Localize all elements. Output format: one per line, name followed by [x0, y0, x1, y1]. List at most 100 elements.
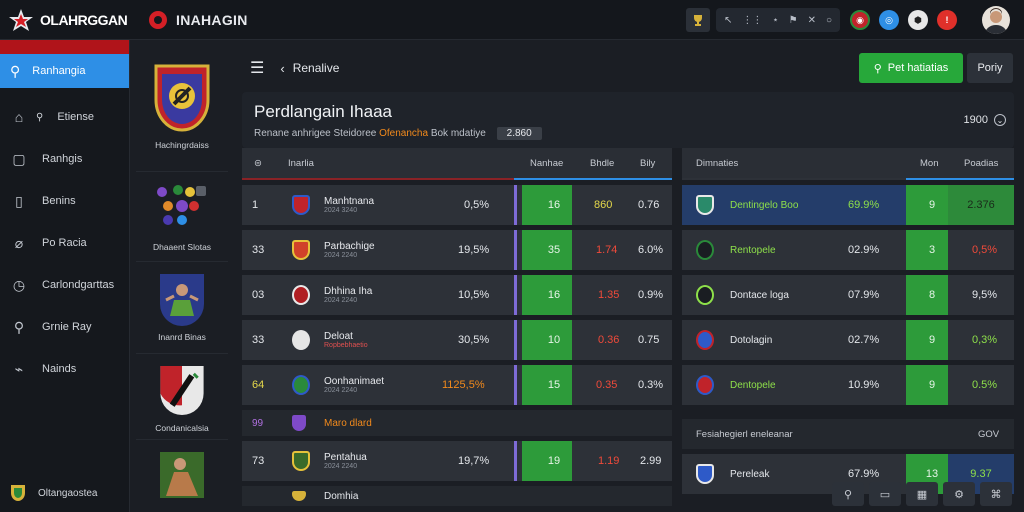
table-row[interactable]: Dontace loga 07.9% 8 9,5%	[682, 275, 1014, 315]
table-row[interactable]: Fesiahegierl eneleanar GOV	[682, 419, 1014, 449]
rank: 99	[252, 417, 264, 429]
sidebar-item-home[interactable]: ⌂ ⚲ Etiense	[0, 96, 129, 138]
sidebar-item-files[interactable]: ▢ Ranhgis	[0, 138, 129, 180]
table-row[interactable]: 33 Parbachige 2024 2240 19,5% 35 1.74 6.…	[242, 230, 672, 270]
subtitle-text: Renane anhrigee Steidoree	[254, 128, 377, 139]
column-header[interactable]: Inarlia	[288, 157, 314, 169]
sidebar-item-label: Ranhangia	[32, 65, 86, 77]
table-row[interactable]: Dotolagin 02.7% 9 0,3%	[682, 320, 1014, 360]
flag-icon[interactable]: ⚑	[788, 14, 798, 26]
circle-icon[interactable]: ○	[825, 14, 832, 26]
flag-red-icon[interactable]: ◉	[850, 10, 870, 30]
team-name: Deloat	[324, 331, 353, 342]
sidebar-accent	[0, 40, 129, 54]
team-card[interactable]: Inanrd Binas	[136, 262, 228, 354]
back-icon[interactable]: ‹	[280, 60, 285, 76]
score: 8	[928, 289, 936, 301]
percentage: 1125,5%	[442, 379, 485, 391]
odds-value: 1.74	[596, 244, 618, 256]
table-row[interactable]: Dentopele 10.9% 9 0.5%	[682, 365, 1014, 405]
column-header[interactable]: Bhdle	[590, 157, 615, 169]
mini-badges-icon	[157, 185, 206, 225]
selection-marker	[514, 320, 522, 360]
player-avatar-icon	[292, 330, 310, 350]
percentage: 19,7%	[458, 455, 490, 467]
sidebar-item-clock[interactable]: ◷ Carlondgarttas	[0, 264, 129, 306]
cursor-icon[interactable]: ↖	[723, 14, 733, 26]
secondary-button[interactable]: Poriy	[967, 53, 1013, 83]
team-name: Maro dlard	[324, 417, 372, 429]
table-row[interactable]: 64 Oonhanimaet 2024 2240 1125,5% 15 0.35…	[242, 365, 672, 405]
rank: 33	[252, 244, 265, 256]
team-name: Dhhina Iha	[324, 286, 373, 297]
team-crest-icon	[696, 330, 714, 350]
header-right[interactable]: 1900 ⌄	[964, 114, 1006, 126]
settings-icon[interactable]: ⚙	[943, 482, 975, 506]
team-card[interactable]: Condanicalsia	[136, 354, 228, 440]
sidebar-item-active[interactable]: ⚲ Ranhangia	[0, 54, 129, 88]
sidebar-item-links[interactable]: ⌁ Nainds	[0, 348, 129, 390]
percentage: 30,5%	[458, 334, 490, 346]
value: 9.37	[970, 468, 992, 480]
grid-icon[interactable]: ⋮⋮	[742, 14, 763, 26]
team-card[interactable]: Hachingrdaiss	[136, 52, 228, 172]
sidebar-item-search[interactable]: ⚲ Grnie Ray	[0, 306, 129, 348]
team-crest-icon	[696, 195, 714, 215]
team-crest-icon	[160, 365, 204, 416]
score: 9	[928, 199, 936, 211]
menu-icon[interactable]: ☰	[250, 60, 265, 77]
sidebar-item-tags[interactable]: ⌀ Po Racia	[0, 222, 129, 264]
main-panel: ☰ ‹ Renalive ⚲ Pet hatiatias Poriy Perdl…	[232, 40, 1024, 512]
column-header[interactable]: Mon	[920, 157, 939, 169]
calendar-icon[interactable]: ▦	[906, 482, 938, 506]
bookmark-icon: ▯	[15, 192, 23, 209]
sidebar-item-bookmarks[interactable]: ▯ Benins	[0, 180, 129, 222]
team-name: Rentopele	[730, 244, 776, 256]
odds-value: 6.0%	[638, 244, 664, 256]
alert-red-icon[interactable]: !	[937, 10, 957, 30]
sidebar-bottom-item[interactable]: Oltangaostea	[0, 484, 130, 502]
table-row[interactable]: 33 Deloat Ropbebhaetio 30,5% 10 0.36 0.7…	[242, 320, 672, 360]
search-icon: ⚲	[873, 62, 882, 75]
table-row[interactable]: Rentopele 02.9% 3 0,5%	[682, 230, 1014, 270]
team-card[interactable]	[136, 440, 228, 500]
share-icon[interactable]: ⌘	[980, 482, 1012, 506]
team-card[interactable]: Dhaaent Slotas	[136, 172, 228, 262]
toolbar-group: ↖ ⋮⋮ ⋆ ⚑ ✕ ○	[715, 8, 840, 32]
star-icon[interactable]: ⋆	[772, 14, 779, 26]
score-cell: 35	[522, 230, 572, 270]
team-meta: 2024 3240	[324, 207, 358, 214]
column-header[interactable]: Dimnaties	[696, 157, 739, 169]
percentage: 10,5%	[458, 289, 490, 301]
table-row[interactable]: 99 Maro dlard	[242, 410, 672, 436]
folder-icon[interactable]: ▭	[869, 482, 901, 506]
table-row[interactable]: 73 Pentahua 2024 2240 19,7% 19 1.19 2.99	[242, 441, 672, 481]
team-crest-icon	[696, 464, 714, 484]
odds-value: 0.9%	[638, 289, 664, 301]
table-row[interactable]: Dentingelo Boo 69.9% 9 2.376	[682, 185, 1014, 225]
team-name: Condanicalsia	[155, 423, 209, 433]
top-bar: OLAHRGGAN INAHAGIN ↖ ⋮⋮ ⋆ ⚑ ✕ ○ ◉ ◎ ⬢	[0, 0, 1024, 40]
sidebar-item-label: Ranhgis	[42, 153, 83, 165]
search-icon[interactable]: ⚲	[832, 482, 864, 506]
column-header[interactable]: Nanhae	[530, 157, 564, 169]
selection-marker	[514, 441, 522, 481]
primary-button[interactable]: ⚲ Pet hatiatias	[859, 53, 963, 83]
score: 9	[928, 334, 936, 346]
table-row[interactable]: 1 Manhtnana 2024 3240 0,5% 16 860 0.76	[242, 185, 672, 225]
table-row[interactable]: 03 Dhhina Iha 2024 2240 10,5% 16 1.35 0.…	[242, 275, 672, 315]
team-name: Dentopele	[730, 379, 776, 391]
globe-blue-icon[interactable]: ◎	[879, 10, 899, 30]
soccer-ball-icon[interactable]: ⬢	[908, 10, 928, 30]
trophy-icon[interactable]	[685, 8, 710, 32]
selection-marker	[514, 275, 522, 315]
column-header[interactable]: Bily	[640, 157, 656, 169]
column-header[interactable]: Poadias	[964, 157, 999, 169]
app-title: INAHAGIN	[176, 11, 248, 28]
page-subtitle: Renane anhrigee Steidoree Ofenancha Bok …	[254, 127, 542, 140]
app-logo[interactable]: OLAHRGGAN	[0, 0, 130, 40]
close-icon[interactable]: ✕	[807, 14, 816, 26]
section-value: GOV	[978, 428, 1000, 440]
table-row[interactable]: Domhia	[242, 486, 672, 506]
user-avatar[interactable]	[982, 6, 1010, 34]
